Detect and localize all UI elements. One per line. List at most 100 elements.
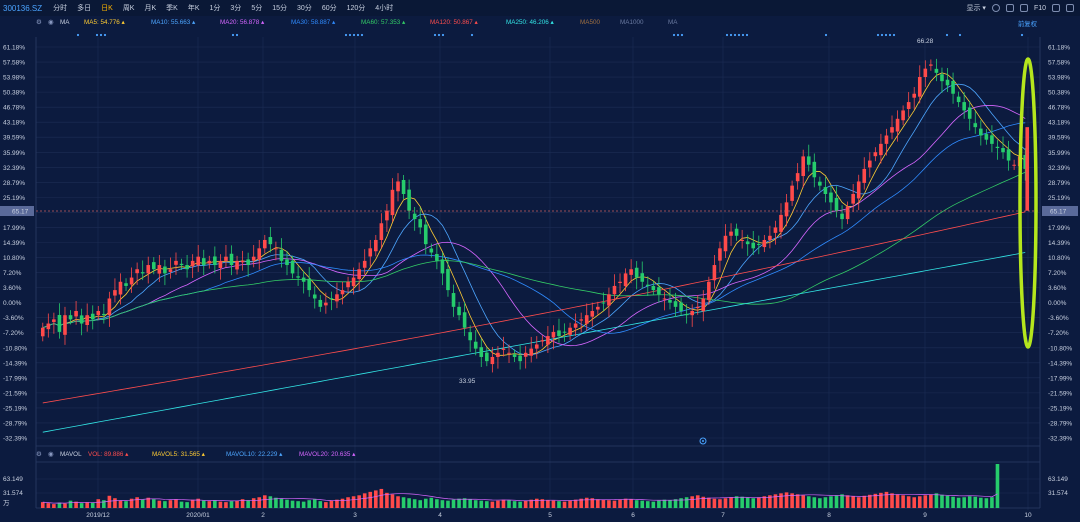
event-marker[interactable] [741, 33, 745, 37]
ma-legend-item-9[interactable]: MA [668, 19, 678, 26]
vol-legend-item-1[interactable]: MAVOL5: 31.565 ▴ [152, 451, 205, 458]
volume-bar [951, 496, 955, 508]
event-marker[interactable] [437, 33, 441, 37]
ma-legend-item-4[interactable]: MA60: 57.353 ▴ [361, 19, 406, 26]
volume-bar [668, 500, 672, 508]
event-marker[interactable] [680, 33, 684, 37]
event-marker[interactable] [95, 33, 99, 37]
settings-icon[interactable] [991, 4, 1000, 12]
volume-bar [573, 499, 578, 508]
event-marker[interactable] [356, 33, 360, 37]
y-tick-left-12: 17.99% [3, 225, 25, 232]
tab-timeframe-13[interactable]: 120分 [346, 5, 366, 12]
ma-legend-item-8[interactable]: MA1000 [620, 19, 644, 26]
f10-button[interactable]: F10 [1033, 4, 1046, 12]
volume-bar [257, 497, 262, 508]
event-marker[interactable] [470, 33, 474, 37]
event-marker[interactable] [725, 33, 729, 37]
event-marker[interactable] [433, 33, 437, 37]
event-marker[interactable] [733, 33, 737, 37]
candle-body [429, 248, 434, 253]
volume-bar [446, 500, 450, 508]
tab-timeframe-4[interactable]: 月K [144, 5, 157, 12]
window-icon[interactable] [1052, 4, 1060, 12]
tab-timeframe-6[interactable]: 年K [187, 5, 200, 12]
event-marker[interactable] [958, 33, 962, 37]
event-marker[interactable] [884, 33, 888, 37]
event-marker[interactable] [76, 33, 80, 37]
event-marker[interactable] [231, 33, 235, 37]
tab-timeframe-14[interactable]: 4小时 [375, 5, 394, 12]
ma-legend-item-5[interactable]: MA120: 50.867 ▴ [430, 19, 478, 26]
stock-code[interactable]: 300136.SZ [3, 3, 43, 13]
display-menu-button[interactable]: 显示 ▾ [966, 5, 986, 12]
tab-timeframe-1[interactable]: 多日 [77, 5, 92, 12]
gear-icon[interactable]: ⚙ [36, 19, 42, 26]
vol-eye-icon[interactable]: ◉ [48, 451, 54, 458]
event-marker[interactable] [945, 33, 949, 37]
ma-legend-item-2[interactable]: MA20: 56.878 ▴ [220, 19, 265, 26]
tab-timeframe-12[interactable]: 60分 [321, 5, 337, 12]
candle-body [340, 290, 345, 295]
candle-body [368, 248, 373, 257]
vol-legend-item-2[interactable]: MAVOL10: 22.229 ▴ [226, 451, 283, 458]
candle-body [629, 269, 633, 275]
layout-icon[interactable] [1019, 4, 1028, 12]
fullscreen-icon[interactable] [1066, 4, 1074, 12]
vol-legend-item-3[interactable]: MAVOL20: 20.635 ▴ [299, 451, 356, 458]
tab-timeframe-8[interactable]: 3分 [230, 5, 242, 12]
event-marker[interactable] [235, 33, 239, 37]
event-marker[interactable] [103, 33, 107, 37]
ma-legend-item-1[interactable]: MA10: 55.663 ▴ [151, 19, 196, 26]
tab-timeframe-7[interactable]: 1分 [209, 5, 221, 12]
ma-legend-item-6[interactable]: MA250: 46.206 ▴ [506, 19, 554, 26]
vol-legend-item-0[interactable]: VOL: 89.886 ▴ [88, 451, 129, 458]
event-marker[interactable] [348, 33, 352, 37]
vol-gear-icon[interactable]: ⚙ [36, 451, 42, 458]
ma-legend-item-0[interactable]: MA5: 54.776 ▴ [84, 19, 125, 26]
volume-bar [107, 495, 112, 508]
y-tick-left-22: -17.99% [3, 375, 27, 382]
tab-timeframe-3[interactable]: 周K [122, 5, 135, 12]
event-marker[interactable] [745, 33, 749, 37]
event-marker[interactable] [360, 33, 364, 37]
event-marker[interactable] [888, 33, 892, 37]
volume-bar [529, 499, 534, 508]
event-marker[interactable] [441, 33, 445, 37]
volume-bar [906, 496, 911, 508]
event-marker[interactable] [99, 33, 103, 37]
tab-timeframe-10[interactable]: 15分 [272, 5, 288, 12]
candle-body [490, 356, 495, 365]
candle-body [590, 311, 595, 317]
adjust-button[interactable]: 前复权 [1018, 21, 1037, 28]
event-marker[interactable] [352, 33, 356, 37]
event-marker[interactable] [672, 33, 676, 37]
screenshot-icon[interactable] [1005, 4, 1014, 12]
volume-bar [185, 502, 189, 508]
candle-body [940, 74, 944, 82]
ma-legend-item-3[interactable]: MA30: 58.887 ▴ [291, 19, 336, 26]
event-marker[interactable] [737, 33, 741, 37]
eye-icon[interactable]: ◉ [48, 19, 54, 26]
tab-timeframe-2[interactable]: 日K [101, 5, 113, 12]
target-icon[interactable] [699, 437, 707, 445]
candle-body [945, 79, 950, 86]
event-marker[interactable] [729, 33, 733, 37]
candle-body [795, 173, 800, 182]
event-marker[interactable] [892, 33, 896, 37]
event-marker[interactable] [876, 33, 880, 37]
event-marker[interactable] [1020, 33, 1024, 37]
event-marker[interactable] [344, 33, 348, 37]
ma-legend-item-7[interactable]: MA500 [580, 19, 600, 26]
tab-timeframe-11[interactable]: 30分 [297, 5, 312, 12]
tab-timeframe-0[interactable]: 分时 [53, 5, 68, 12]
tab-timeframe-5[interactable]: 季K [166, 5, 178, 12]
tab-timeframe-9[interactable]: 5分 [251, 5, 263, 12]
volume-bar [601, 499, 606, 508]
volume-bar [879, 492, 883, 508]
event-marker[interactable] [824, 33, 828, 37]
candle-body [568, 327, 572, 335]
event-marker[interactable] [676, 33, 680, 37]
event-marker[interactable] [880, 33, 884, 37]
